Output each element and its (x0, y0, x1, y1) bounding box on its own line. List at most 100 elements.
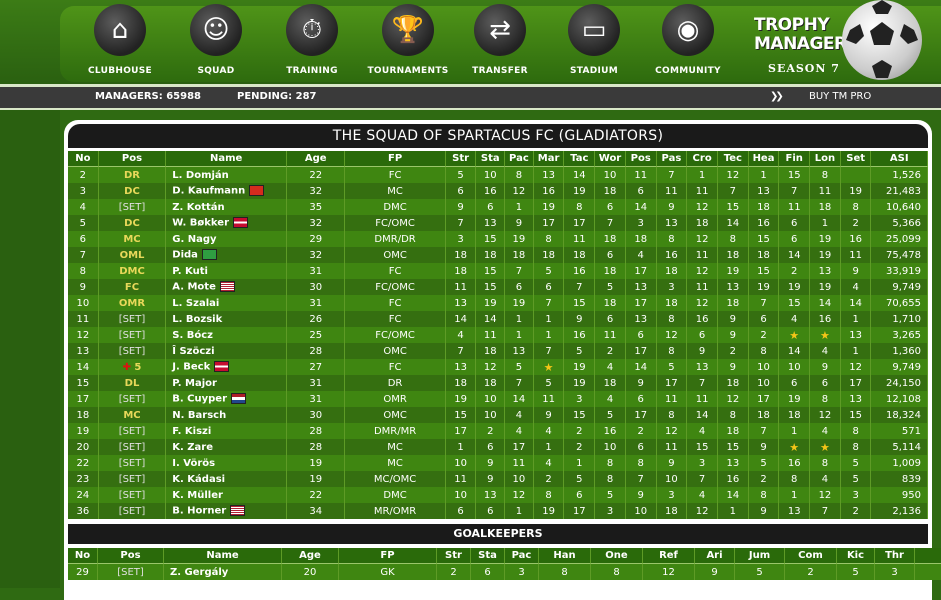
player-name-link[interactable]: K. Kádasi (172, 473, 226, 485)
gk-header-sta[interactable]: Sta (471, 548, 505, 564)
player-row[interactable]: 11 [SET] L. Bozsik 26 FC 14 14 1 1 9 6 13 8 16 9 6 4 16 1 1… (68, 311, 928, 327)
player-name-link[interactable]: Î Szöczi (172, 345, 215, 357)
player-name[interactable]: Dida (166, 247, 288, 263)
gk-header-ari[interactable]: Ari (695, 548, 735, 564)
player-position[interactable]: FC (98, 279, 167, 295)
player-position[interactable]: [SET] (98, 199, 167, 215)
squad-header-set[interactable]: Set (840, 151, 872, 167)
gk-header-age[interactable]: Age (282, 548, 339, 564)
player-row[interactable]: 14 ✚ 5 J. Beck 27 FC 13 12 5 ★ 19 4 14 5 13 9 10 10 9 12 9,… (68, 359, 928, 375)
player-name-link[interactable]: L. Bozsik (172, 313, 223, 325)
gk-header-fp[interactable]: FP (339, 548, 437, 564)
player-position[interactable]: [SET] (98, 487, 167, 503)
player-position[interactable]: [SET] (98, 471, 167, 487)
player-name-link[interactable]: A. Mote (172, 281, 216, 293)
player-row[interactable]: 24 [SET] K. Müller 22 DMC 10 13 12 8 6 5 9 3 4 14 8 1 12 3… (68, 487, 928, 503)
player-position[interactable]: [SET] (98, 503, 167, 519)
gk-header-thr[interactable]: Thr (875, 548, 915, 564)
player-row[interactable]: 5 DC W. Bøkker 32 FC/OMC 7 13 9 17 17 7 3 13 18 14 16 6 1… (68, 215, 928, 231)
player-position[interactable]: [SET] (98, 439, 167, 455)
player-position[interactable]: OML (98, 247, 167, 263)
nav-transfer[interactable]: ⇄ TRANSFER (452, 0, 548, 82)
gk-header-asi[interactable]: ASI (915, 548, 941, 564)
player-name[interactable]: Z. Gergály (164, 564, 282, 580)
player-name-link[interactable]: G. Nagy (172, 233, 217, 245)
player-name-link[interactable]: N. Barsch (172, 409, 227, 421)
player-name[interactable]: K. Kádasi (166, 471, 288, 487)
squad-header-cro[interactable]: Cro (687, 151, 718, 167)
player-position[interactable]: DL (98, 375, 167, 391)
player-name[interactable]: P. Major (166, 375, 288, 391)
gk-header-one[interactable]: One (591, 548, 643, 564)
player-row[interactable]: 23 [SET] K. Kádasi 19 MC/OMC 11 9 10 2 5 8 7 10 7 16 2 8… (68, 471, 928, 487)
player-name-link[interactable]: W. Bøkker (172, 217, 229, 229)
gk-header-pos[interactable]: Pos (98, 548, 164, 564)
squad-header-pas[interactable]: Pas (656, 151, 688, 167)
player-name[interactable]: B. Horner (166, 503, 288, 519)
player-name[interactable]: N. Barsch (166, 407, 288, 423)
nav-stadium[interactable]: ▭ STADIUM (546, 0, 642, 82)
gk-header-str[interactable]: Str (437, 548, 471, 564)
squad-header-fin[interactable]: Fin (779, 151, 811, 167)
player-name[interactable]: I. Vörös (166, 455, 288, 471)
squad-header-tec[interactable]: Tec (717, 151, 749, 167)
player-row[interactable]: 7 OML Dida 32 OMC 18 18 18 18 18 6 4 16 11 18 18 14 19 11 7… (68, 247, 928, 263)
player-name[interactable]: K. Müller (166, 487, 288, 503)
nav-training[interactable]: ⏱ TRAINING (264, 0, 360, 82)
nav-clubhouse[interactable]: ⌂ CLUBHOUSE (72, 0, 168, 82)
player-row[interactable]: 18 MC N. Barsch 30 OMC 15 10 4 9 15 5 17 8 14 8 18 18 12 1… (68, 407, 928, 423)
player-name[interactable]: G. Nagy (166, 231, 288, 247)
player-name-link[interactable]: J. Beck (172, 361, 211, 373)
player-position[interactable]: DC (98, 183, 167, 199)
player-name-link[interactable]: Dida (172, 249, 198, 261)
squad-header-lon[interactable]: Lon (810, 151, 841, 167)
player-row[interactable]: 12 [SET] S. Bócz 25 FC/OMC 4 11 1 1 16 11 6 12 6 9 2 ★ ★ 1… (68, 327, 928, 343)
player-row[interactable]: 22 [SET] I. Vörös 19 MC 10 9 11 4 1 8 8 9 3 13 5 16 8 5 1,0… (68, 455, 928, 471)
squad-header-name[interactable]: Name (166, 151, 288, 167)
player-row[interactable]: 6 MC G. Nagy 29 DMR/DR 3 15 19 8 11 18 18 8 12 8 15 6 19 1… (68, 231, 928, 247)
player-name-link[interactable]: Z. Kottán (172, 201, 225, 213)
squad-header-mar[interactable]: Mar (533, 151, 565, 167)
player-name-link[interactable]: Z. Gergály (170, 566, 229, 578)
player-name[interactable]: A. Mote (166, 279, 288, 295)
buy-tm-pro-link[interactable]: BUY TM PRO (809, 91, 872, 102)
nav-tournaments[interactable]: 🏆 TOURNAMENTS (360, 0, 456, 82)
player-row[interactable]: 2 DR L. Domján 22 FC 5 10 8 13 14 10 11 7 1 12 1 15 8 1,52… (68, 167, 928, 183)
player-name[interactable]: L. Szalai (166, 295, 288, 311)
player-row[interactable]: 4 [SET] Z. Kottán 35 DMC 9 6 1 19 8 6 14 9 12 15 18 11 18… (68, 199, 928, 215)
gk-header-jum[interactable]: Jum (735, 548, 785, 564)
player-name-link[interactable]: S. Bócz (172, 329, 213, 341)
player-position[interactable]: DR (98, 167, 167, 183)
player-position[interactable]: ✚ 5 (98, 359, 167, 375)
player-name-link[interactable]: D. Kaufmann (172, 185, 246, 197)
player-row[interactable]: 10 OMR L. Szalai 31 FC 13 19 19 7 15 18 17 18 12 18 7 15… (68, 295, 928, 311)
player-position[interactable]: [SET] (98, 564, 164, 580)
player-row[interactable]: 29[SET]Z. Gergály20GK263881295253124 (68, 564, 941, 580)
player-position[interactable]: MC (98, 407, 167, 423)
player-row[interactable]: 15 DL P. Major 31 DR 18 18 7 5 19 18 9 17 7 18 10 6 6 17 24… (68, 375, 928, 391)
player-name-link[interactable]: I. Vörös (172, 457, 216, 469)
player-position[interactable]: DMC (98, 263, 167, 279)
gk-header-no[interactable]: No (68, 548, 98, 564)
player-name[interactable]: F. Kiszi (166, 423, 288, 439)
squad-header-wor[interactable]: Wor (595, 151, 626, 167)
player-name[interactable]: P. Kuti (166, 263, 288, 279)
player-position[interactable]: MC (98, 231, 167, 247)
player-row[interactable]: 13 [SET] Î Szöczi 28 OMC 7 18 13 7 5 2 17 8 9 2 8 14 4 1 1,… (68, 343, 928, 359)
player-row[interactable]: 19 [SET] F. Kiszi 28 DMR/MR 17 2 4 4 2 16 2 12 4 18 7 1 4… (68, 423, 928, 439)
player-name[interactable]: W. Bøkker (166, 215, 288, 231)
squad-header-tac[interactable]: Tac (564, 151, 596, 167)
player-position[interactable]: [SET] (98, 391, 167, 407)
player-position[interactable]: [SET] (98, 327, 167, 343)
squad-header-fp[interactable]: FP (345, 151, 446, 167)
player-name[interactable]: L. Domján (166, 167, 288, 183)
squad-header-asi[interactable]: ASI (871, 151, 928, 167)
player-name[interactable]: Î Szöczi (166, 343, 288, 359)
gk-header-ref[interactable]: Ref (643, 548, 695, 564)
squad-header-pos[interactable]: Pos (625, 151, 657, 167)
squad-header-hea[interactable]: Hea (748, 151, 780, 167)
player-position[interactable]: DC (98, 215, 167, 231)
player-position[interactable]: [SET] (98, 455, 167, 471)
player-position[interactable]: [SET] (98, 423, 167, 439)
trophy-manager-logo[interactable]: TROPHY MANAGER SEASON 7 (748, 14, 938, 80)
